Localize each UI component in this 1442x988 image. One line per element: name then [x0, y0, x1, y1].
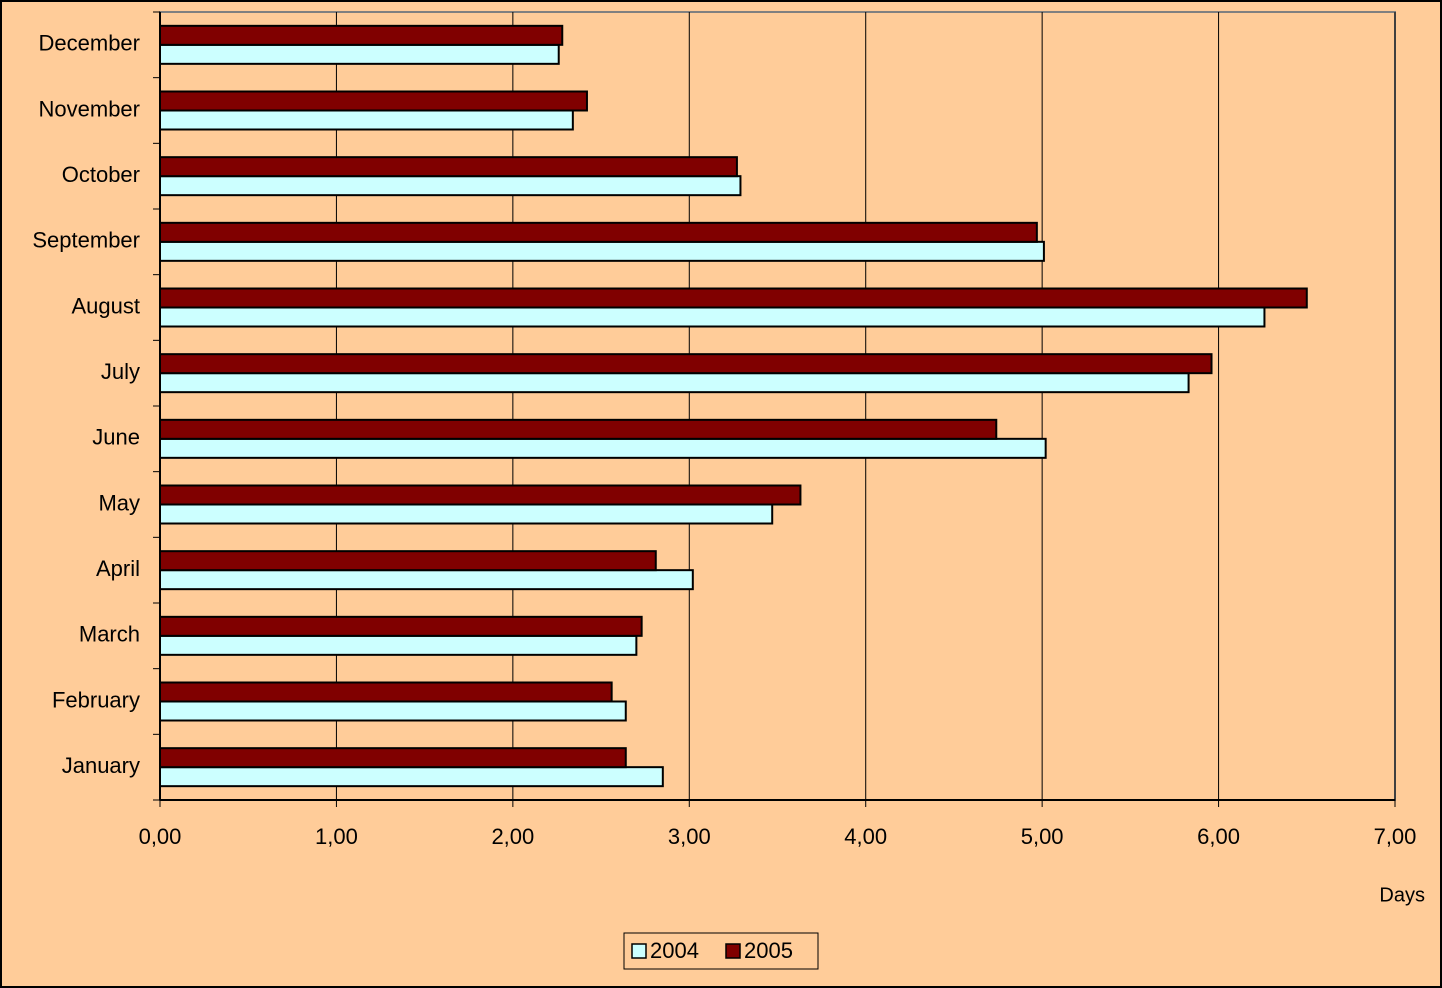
x-tick-label: 4,00 [844, 824, 887, 849]
bar [159, 634, 638, 656]
y-tick-label: May [98, 490, 140, 515]
bar [159, 550, 657, 572]
bar [159, 372, 1190, 394]
y-tick-label: November [39, 96, 140, 121]
y-tick-label: February [52, 687, 140, 712]
x-tick-label: 2,00 [491, 824, 534, 849]
legend-swatch [631, 943, 647, 959]
y-tick-label: April [96, 556, 140, 581]
y-tick-label: July [101, 359, 140, 384]
bar [159, 156, 738, 178]
bar [159, 24, 564, 46]
bar [159, 90, 588, 112]
bar [159, 766, 664, 788]
x-tick-label: 5,00 [1021, 824, 1064, 849]
legend-swatch [725, 943, 741, 959]
bar [159, 615, 643, 637]
y-tick-label: October [62, 162, 140, 187]
x-tick-label: 3,00 [668, 824, 711, 849]
x-tick-label: 1,00 [315, 824, 358, 849]
legend-box [623, 932, 819, 970]
bar [159, 747, 627, 769]
bar [159, 503, 774, 525]
bar [159, 287, 1308, 309]
y-tick-label: September [32, 228, 140, 253]
legend-label: 2004 [650, 938, 699, 963]
y-tick-label: June [92, 425, 140, 450]
bar [159, 681, 613, 703]
y-tick-label: January [62, 753, 140, 778]
bar [159, 700, 627, 722]
y-tick-label: August [72, 293, 141, 318]
bar [159, 437, 1047, 459]
legend-label: 2005 [744, 938, 793, 963]
bar [159, 418, 998, 440]
y-tick-label: March [79, 622, 140, 647]
x-tick-label: 6,00 [1197, 824, 1240, 849]
x-tick-label: 7,00 [1374, 824, 1417, 849]
bar [159, 484, 802, 506]
bar [159, 353, 1213, 375]
x-tick-label: 0,00 [139, 824, 182, 849]
bar [159, 175, 742, 197]
x-axis-label: Days [1379, 884, 1425, 906]
bar [159, 221, 1038, 243]
bar [159, 109, 574, 131]
bar [159, 569, 694, 591]
y-tick-label: December [39, 31, 140, 56]
bar [159, 240, 1045, 262]
bar [159, 43, 560, 65]
bar [159, 306, 1266, 328]
